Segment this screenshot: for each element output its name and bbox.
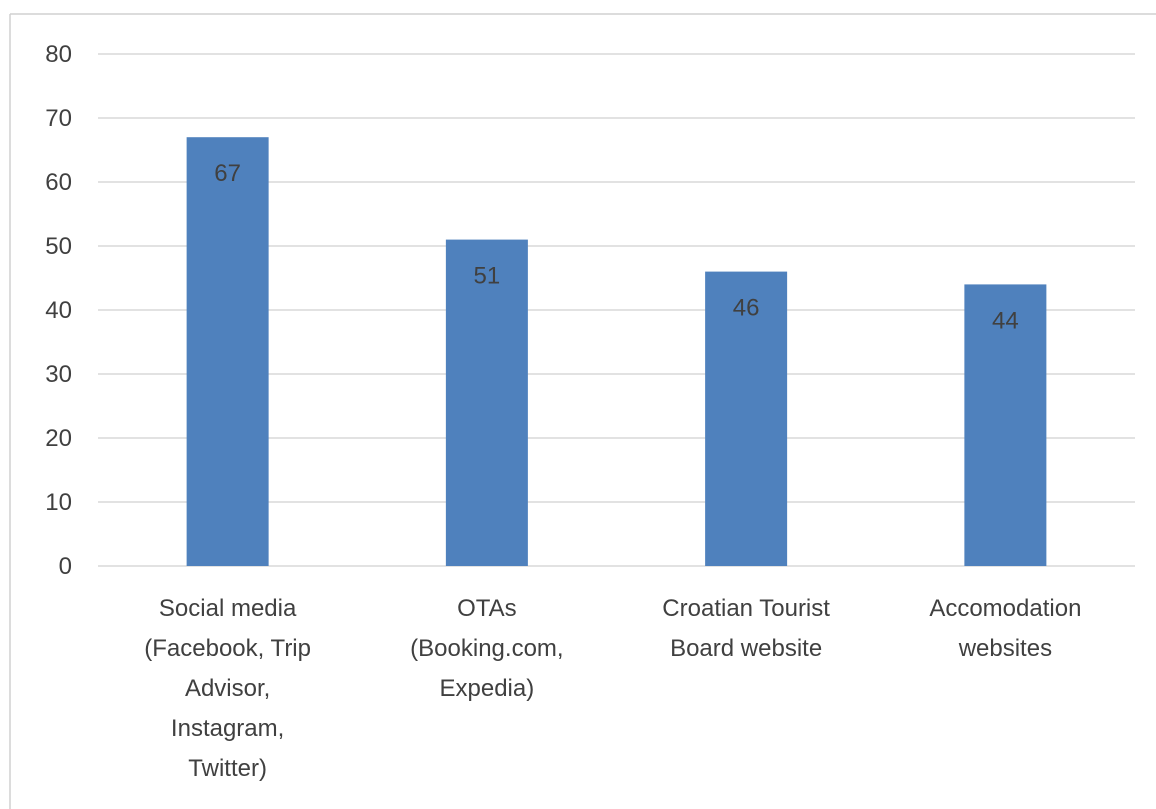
- category-label-line: OTAs: [457, 595, 517, 622]
- category-label-line: Social media: [159, 595, 297, 622]
- category-label-line: websites: [958, 635, 1052, 662]
- y-tick-label: 60: [45, 169, 72, 196]
- y-tick-label: 30: [45, 361, 72, 388]
- data-label: 51: [474, 263, 501, 290]
- data-labels: 67 51 46 44: [214, 160, 1018, 334]
- bars: [186, 137, 1047, 566]
- category-label-line: (Booking.com,: [410, 635, 563, 662]
- y-tick-label: 70: [45, 105, 72, 132]
- category-label-line: Instagram,: [171, 715, 284, 742]
- bar: [445, 239, 528, 566]
- category-label: Croatian Tourist Board website: [662, 595, 830, 662]
- category-label: Accomodation websites: [929, 595, 1081, 662]
- y-tick-label: 50: [45, 233, 72, 260]
- y-tick-label: 80: [45, 41, 72, 68]
- y-tick-label: 0: [59, 553, 72, 580]
- data-label: 44: [992, 307, 1019, 334]
- category-label: OTAs (Booking.com, Expedia): [410, 595, 563, 702]
- data-label: 67: [214, 160, 241, 187]
- y-tick-label: 40: [45, 297, 72, 324]
- chart-frame-edges: [9, 13, 1156, 809]
- category-label-line: (Facebook, Trip: [144, 635, 311, 662]
- y-tick-label: 20: [45, 425, 72, 452]
- category-label-line: Croatian Tourist: [662, 595, 830, 622]
- category-label-line: Advisor,: [185, 675, 270, 702]
- x-axis-category-labels: Social media (Facebook, Trip Advisor, Insta…: [144, 595, 1081, 782]
- category-label-line: Twitter): [188, 755, 267, 782]
- bar: [964, 284, 1047, 566]
- bar: [186, 137, 269, 566]
- y-axis-tick-labels: 0 10 20 30 40 50 60 70 80: [45, 41, 72, 580]
- data-label: 46: [733, 295, 760, 322]
- y-tick-label: 10: [45, 489, 72, 516]
- category-label: Social media (Facebook, Trip Advisor, Insta…: [144, 595, 311, 782]
- category-label-line: Expedia): [440, 675, 535, 702]
- bar: [705, 271, 788, 566]
- category-label-line: Board website: [670, 635, 822, 662]
- category-label-line: Accomodation: [929, 595, 1081, 622]
- gridlines: [98, 53, 1135, 567]
